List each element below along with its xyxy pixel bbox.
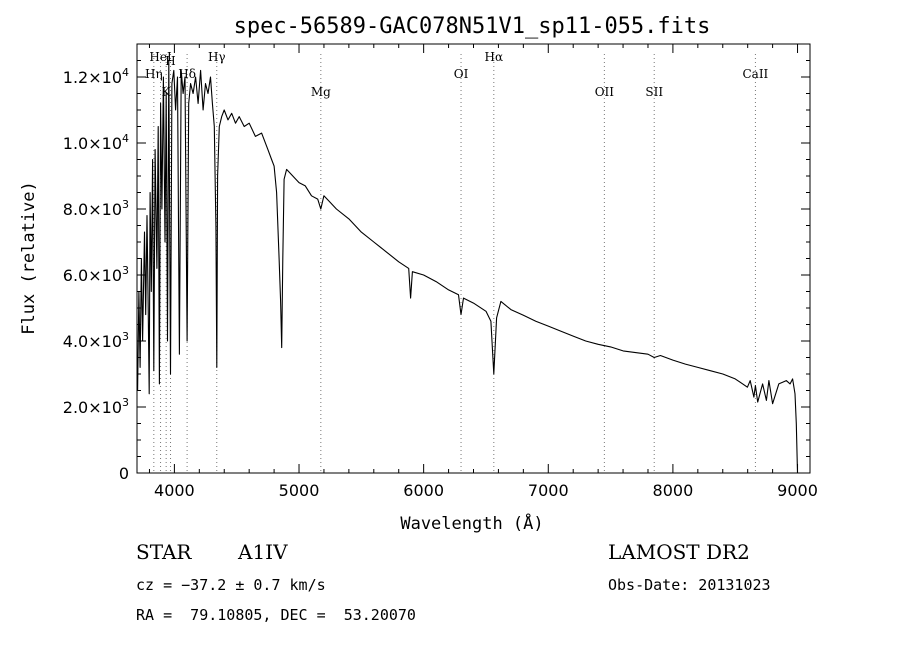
x-tick-label: 7000 — [528, 481, 569, 500]
line-marker-label: OII — [595, 85, 615, 99]
line-markers: Hη HeI K HHδ Hγ Mg OI Hα OII SII CaII — [145, 50, 769, 473]
y-tick-label: 1.0×104 — [63, 132, 129, 153]
y-tick-label: 2.0×103 — [63, 396, 129, 417]
x-tick-label: 6000 — [403, 481, 444, 500]
line-marker-label: Hη — [145, 67, 163, 81]
y-tick-label: 6.0×103 — [63, 264, 129, 285]
spectrum-chart: spec-56589-GAC078N51V1_sp11-055.fits HηH… — [19, 14, 818, 534]
coordinates: RA = 79.10805, DEC = 53.20070 — [136, 606, 416, 624]
line-marker-label: Mg — [311, 85, 331, 99]
plot-frame — [136, 43, 811, 474]
line-marker-label: HeI — [149, 50, 172, 64]
object-class: STAR — [136, 540, 192, 564]
y-tick-label: 8.0×103 — [63, 198, 129, 219]
line-marker-label: SII — [645, 85, 663, 99]
line-marker-label: Hγ — [208, 50, 226, 64]
redshift-info: cz = −37.2 ± 0.7 km/s — [136, 576, 326, 594]
observation-date: Obs-Date: 20131023 — [608, 576, 771, 594]
line-marker-label: OI — [454, 67, 469, 81]
spectrum-line — [137, 59, 799, 474]
x-axis-label: Wavelength (Å) — [400, 512, 543, 534]
x-tick-label: 5000 — [279, 481, 320, 500]
plot-axes: 4000 5000 6000 7000 8000 9000 0 2.0×103 4.0×103 6… — [63, 43, 818, 500]
object-subclass: A1IV — [238, 540, 288, 564]
survey-release: LAMOST DR2 — [608, 540, 750, 564]
line-marker-label: K — [162, 85, 172, 99]
line-marker-label: Hα — [485, 50, 504, 64]
x-tick-label: 8000 — [653, 481, 694, 500]
line-marker-label: Hδ — [178, 67, 196, 81]
y-tick-label: 0 — [119, 464, 129, 483]
spectrum-series — [137, 59, 799, 474]
line-marker-label: CaII — [742, 67, 768, 81]
line-marker-label: H — [165, 54, 175, 68]
y-tick-label: 4.0×103 — [63, 330, 129, 351]
x-tick-label: 4000 — [154, 481, 195, 500]
y-tick-label: 1.2×104 — [63, 66, 129, 87]
chart-title: spec-56589-GAC078N51V1_sp11-055.fits — [234, 14, 711, 39]
y-axis-label: Flux (relative) — [19, 181, 39, 335]
x-tick-label: 9000 — [777, 481, 818, 500]
